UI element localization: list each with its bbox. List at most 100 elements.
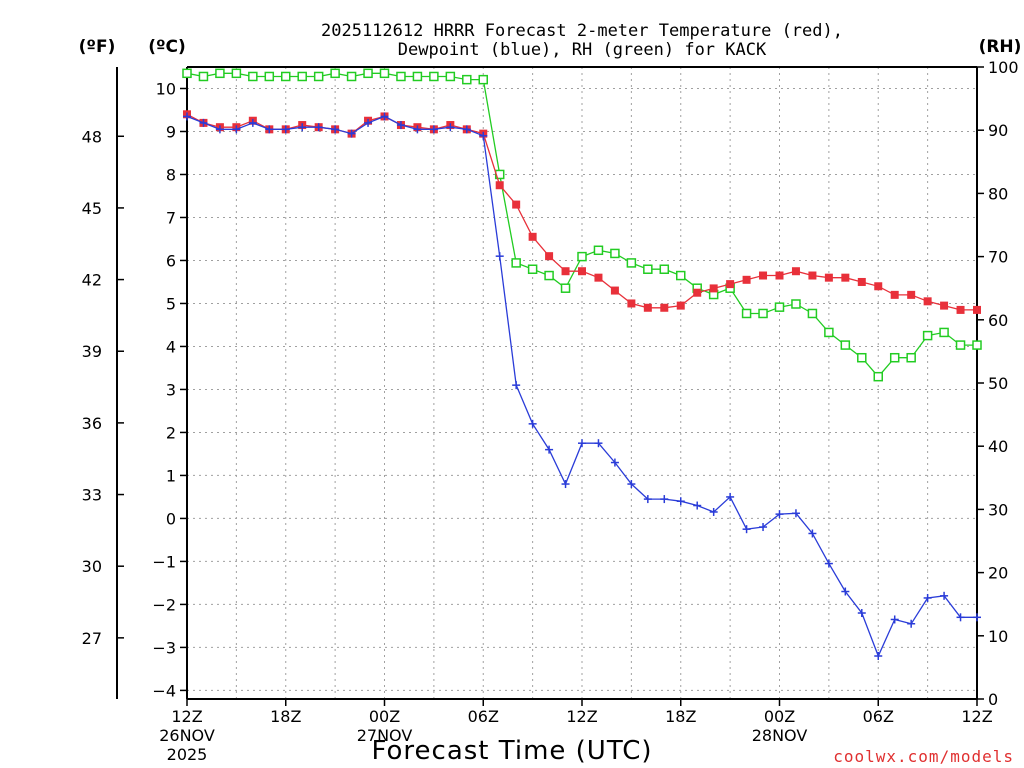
rh-point	[593, 245, 604, 256]
rh-point	[330, 68, 340, 79]
dewpoint-point	[890, 615, 899, 624]
rh-point	[198, 71, 209, 82]
temperature-point	[841, 273, 850, 282]
rh-tick-label: 0	[988, 690, 998, 709]
fahrenheit-tick-label: 30	[82, 557, 102, 576]
dewpoint-point	[199, 118, 208, 127]
celsius-tick-label: 6	[166, 251, 176, 270]
dewpoint-point	[923, 593, 932, 602]
rh-point	[379, 68, 390, 79]
credit-link[interactable]: coolwx.com/models	[833, 747, 1014, 766]
celsius-unit-label: (ºC)	[148, 37, 186, 57]
temperature-point	[610, 286, 619, 295]
temperature-point	[791, 267, 800, 276]
rh-tick-label: 90	[988, 121, 1008, 140]
rh-point	[906, 352, 916, 363]
temperature-point	[907, 290, 916, 299]
dewpoint-point	[660, 495, 669, 504]
rh-tick-label: 40	[988, 437, 1008, 456]
temperature-point	[561, 267, 570, 276]
rh-point	[626, 258, 637, 268]
dewpoint-point	[265, 125, 274, 134]
x-tick-label: 12Z	[566, 707, 597, 726]
temperature-point	[775, 271, 784, 280]
dewpoint-point	[956, 613, 965, 622]
celsius-tick-label: 9	[166, 122, 176, 141]
rh-point	[231, 68, 242, 79]
dewpoint-point	[248, 118, 257, 127]
temperature-point	[940, 301, 949, 310]
x-axis-label: Forecast Time (UTC)	[371, 736, 652, 766]
dewpoint-point	[298, 123, 307, 132]
celsius-tick-label: 10	[156, 79, 176, 98]
dewpoint-point	[331, 125, 340, 134]
temperature-point	[824, 273, 833, 282]
dewpoint-point	[545, 445, 554, 454]
dewpoint-point	[709, 507, 718, 516]
rh-point	[264, 71, 275, 82]
axes: −4−3−2−101234567891027303336394245480102…	[82, 58, 1019, 764]
dewpoint-point	[396, 121, 405, 130]
dewpoint-point	[429, 125, 438, 134]
x-tick-label: 06Z	[468, 707, 499, 726]
rh-point	[346, 71, 357, 82]
dewpoint-point	[643, 495, 652, 504]
dewpoint-point	[281, 125, 290, 134]
dewpoint-point	[528, 419, 537, 428]
dewpoint-point	[512, 381, 521, 390]
dewpoint-point	[627, 480, 636, 489]
dewpoint-point	[314, 123, 323, 132]
rh-point	[281, 71, 291, 82]
rh-point	[412, 71, 423, 82]
temperature-point	[890, 290, 899, 299]
dewpoint-point	[676, 497, 685, 506]
dewpoint-point	[364, 118, 373, 127]
dewpoint-point	[824, 559, 833, 568]
celsius-tick-label: 8	[166, 165, 176, 184]
dewpoint-point	[808, 529, 817, 538]
rh-point	[939, 327, 949, 338]
dewpoint-point	[413, 125, 422, 134]
rh-tick-label: 70	[988, 248, 1008, 267]
celsius-tick-label: 4	[166, 337, 176, 356]
rh-tick-label: 20	[988, 564, 1008, 583]
celsius-tick-label: −3	[152, 638, 176, 657]
rh-point	[972, 340, 982, 350]
x-tick-label: 18Z	[270, 707, 301, 726]
rh-point	[676, 270, 686, 281]
rh-point	[215, 68, 225, 79]
rh-point	[445, 71, 456, 82]
fahrenheit-tick-label: 39	[82, 342, 102, 361]
celsius-tick-label: 2	[166, 423, 176, 442]
rh-tick-label: 50	[988, 374, 1008, 393]
data-series	[182, 68, 982, 661]
dewpoint-point	[232, 125, 241, 134]
dewpoint-point	[857, 609, 866, 618]
rh-point	[643, 264, 653, 274]
rh-point	[840, 340, 851, 350]
x-tick-label: 12Z	[171, 707, 202, 726]
rh-point	[462, 74, 472, 85]
temperature-point	[528, 232, 537, 241]
rh-point	[857, 352, 867, 363]
rh-point	[741, 308, 752, 319]
temperature-point	[857, 277, 866, 286]
temperature-point	[578, 267, 586, 276]
temperature-point	[726, 280, 735, 289]
rh-point	[955, 340, 966, 350]
temperature-point	[923, 297, 932, 306]
rh-tick-label: 60	[988, 311, 1008, 330]
x-tick-label: 00Z	[369, 707, 400, 726]
fahrenheit-tick-label: 36	[82, 414, 102, 433]
rh-point	[774, 302, 785, 312]
rh-tick-label: 80	[988, 184, 1008, 203]
rh-point	[478, 74, 488, 85]
rh-point	[824, 327, 834, 338]
dewpoint-point	[215, 125, 224, 134]
rh-point	[610, 248, 620, 259]
title-line-2: Dewpoint (blue), RH (green) for KACK	[398, 40, 767, 60]
celsius-tick-label: 5	[166, 294, 176, 313]
dewpoint-point	[742, 525, 751, 534]
temperature-point	[808, 271, 817, 280]
